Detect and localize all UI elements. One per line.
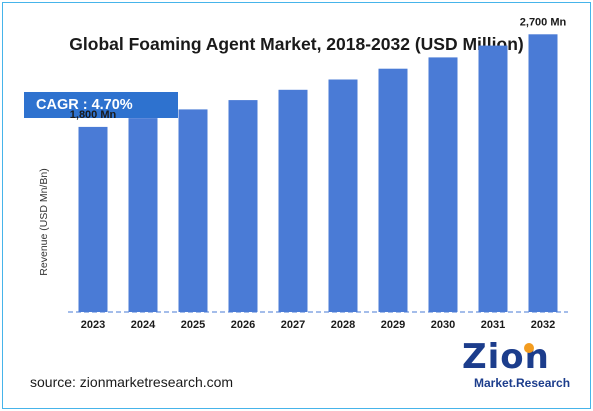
x-tick-label: 2029: [381, 319, 405, 331]
bar-2025: [178, 109, 208, 313]
bar-2024: [128, 118, 158, 312]
x-tick-label: 2028: [331, 319, 355, 331]
bar-2030: [428, 57, 458, 313]
cagr-badge: CAGR : 4.70%: [24, 92, 178, 118]
zion-logo: Zion Market.Research: [462, 337, 574, 397]
bar-2029: [378, 68, 408, 312]
bar-2023: [78, 126, 108, 313]
x-tick-label: 2025: [181, 319, 205, 331]
data-label-group: 1,800 Mn 2,700 Mn: [70, 16, 567, 121]
x-tick-label: 2027: [281, 319, 305, 331]
x-tick-group: 2023 2024 2025 2026 2027 2028 2029 2030 2031 2032: [81, 319, 555, 331]
x-tick-label: 2032: [531, 319, 555, 331]
bar-group: [78, 34, 558, 313]
logo-wordmark: Zion: [462, 337, 550, 377]
logo-subtitle: Market.Research: [474, 376, 571, 390]
x-tick-label: 2030: [431, 319, 455, 331]
x-tick-label: 2026: [231, 319, 255, 331]
source-text: source: zionmarketresearch.com: [30, 374, 234, 390]
data-label: 2,700 Mn: [520, 16, 567, 28]
data-label: 1,800 Mn: [70, 109, 117, 121]
x-tick-label: 2024: [131, 319, 156, 331]
chart-title: Global Foaming Agent Market, 2018-2032 (…: [69, 34, 524, 54]
bar-2028: [328, 79, 358, 312]
logo-dot-icon: [524, 343, 534, 353]
bar-2032: [528, 34, 558, 313]
x-tick-label: 2023: [81, 319, 105, 331]
bar-2031: [478, 45, 508, 312]
x-tick-label: 2031: [481, 319, 505, 331]
bar-2026: [228, 100, 258, 312]
bar-2027: [278, 89, 308, 312]
